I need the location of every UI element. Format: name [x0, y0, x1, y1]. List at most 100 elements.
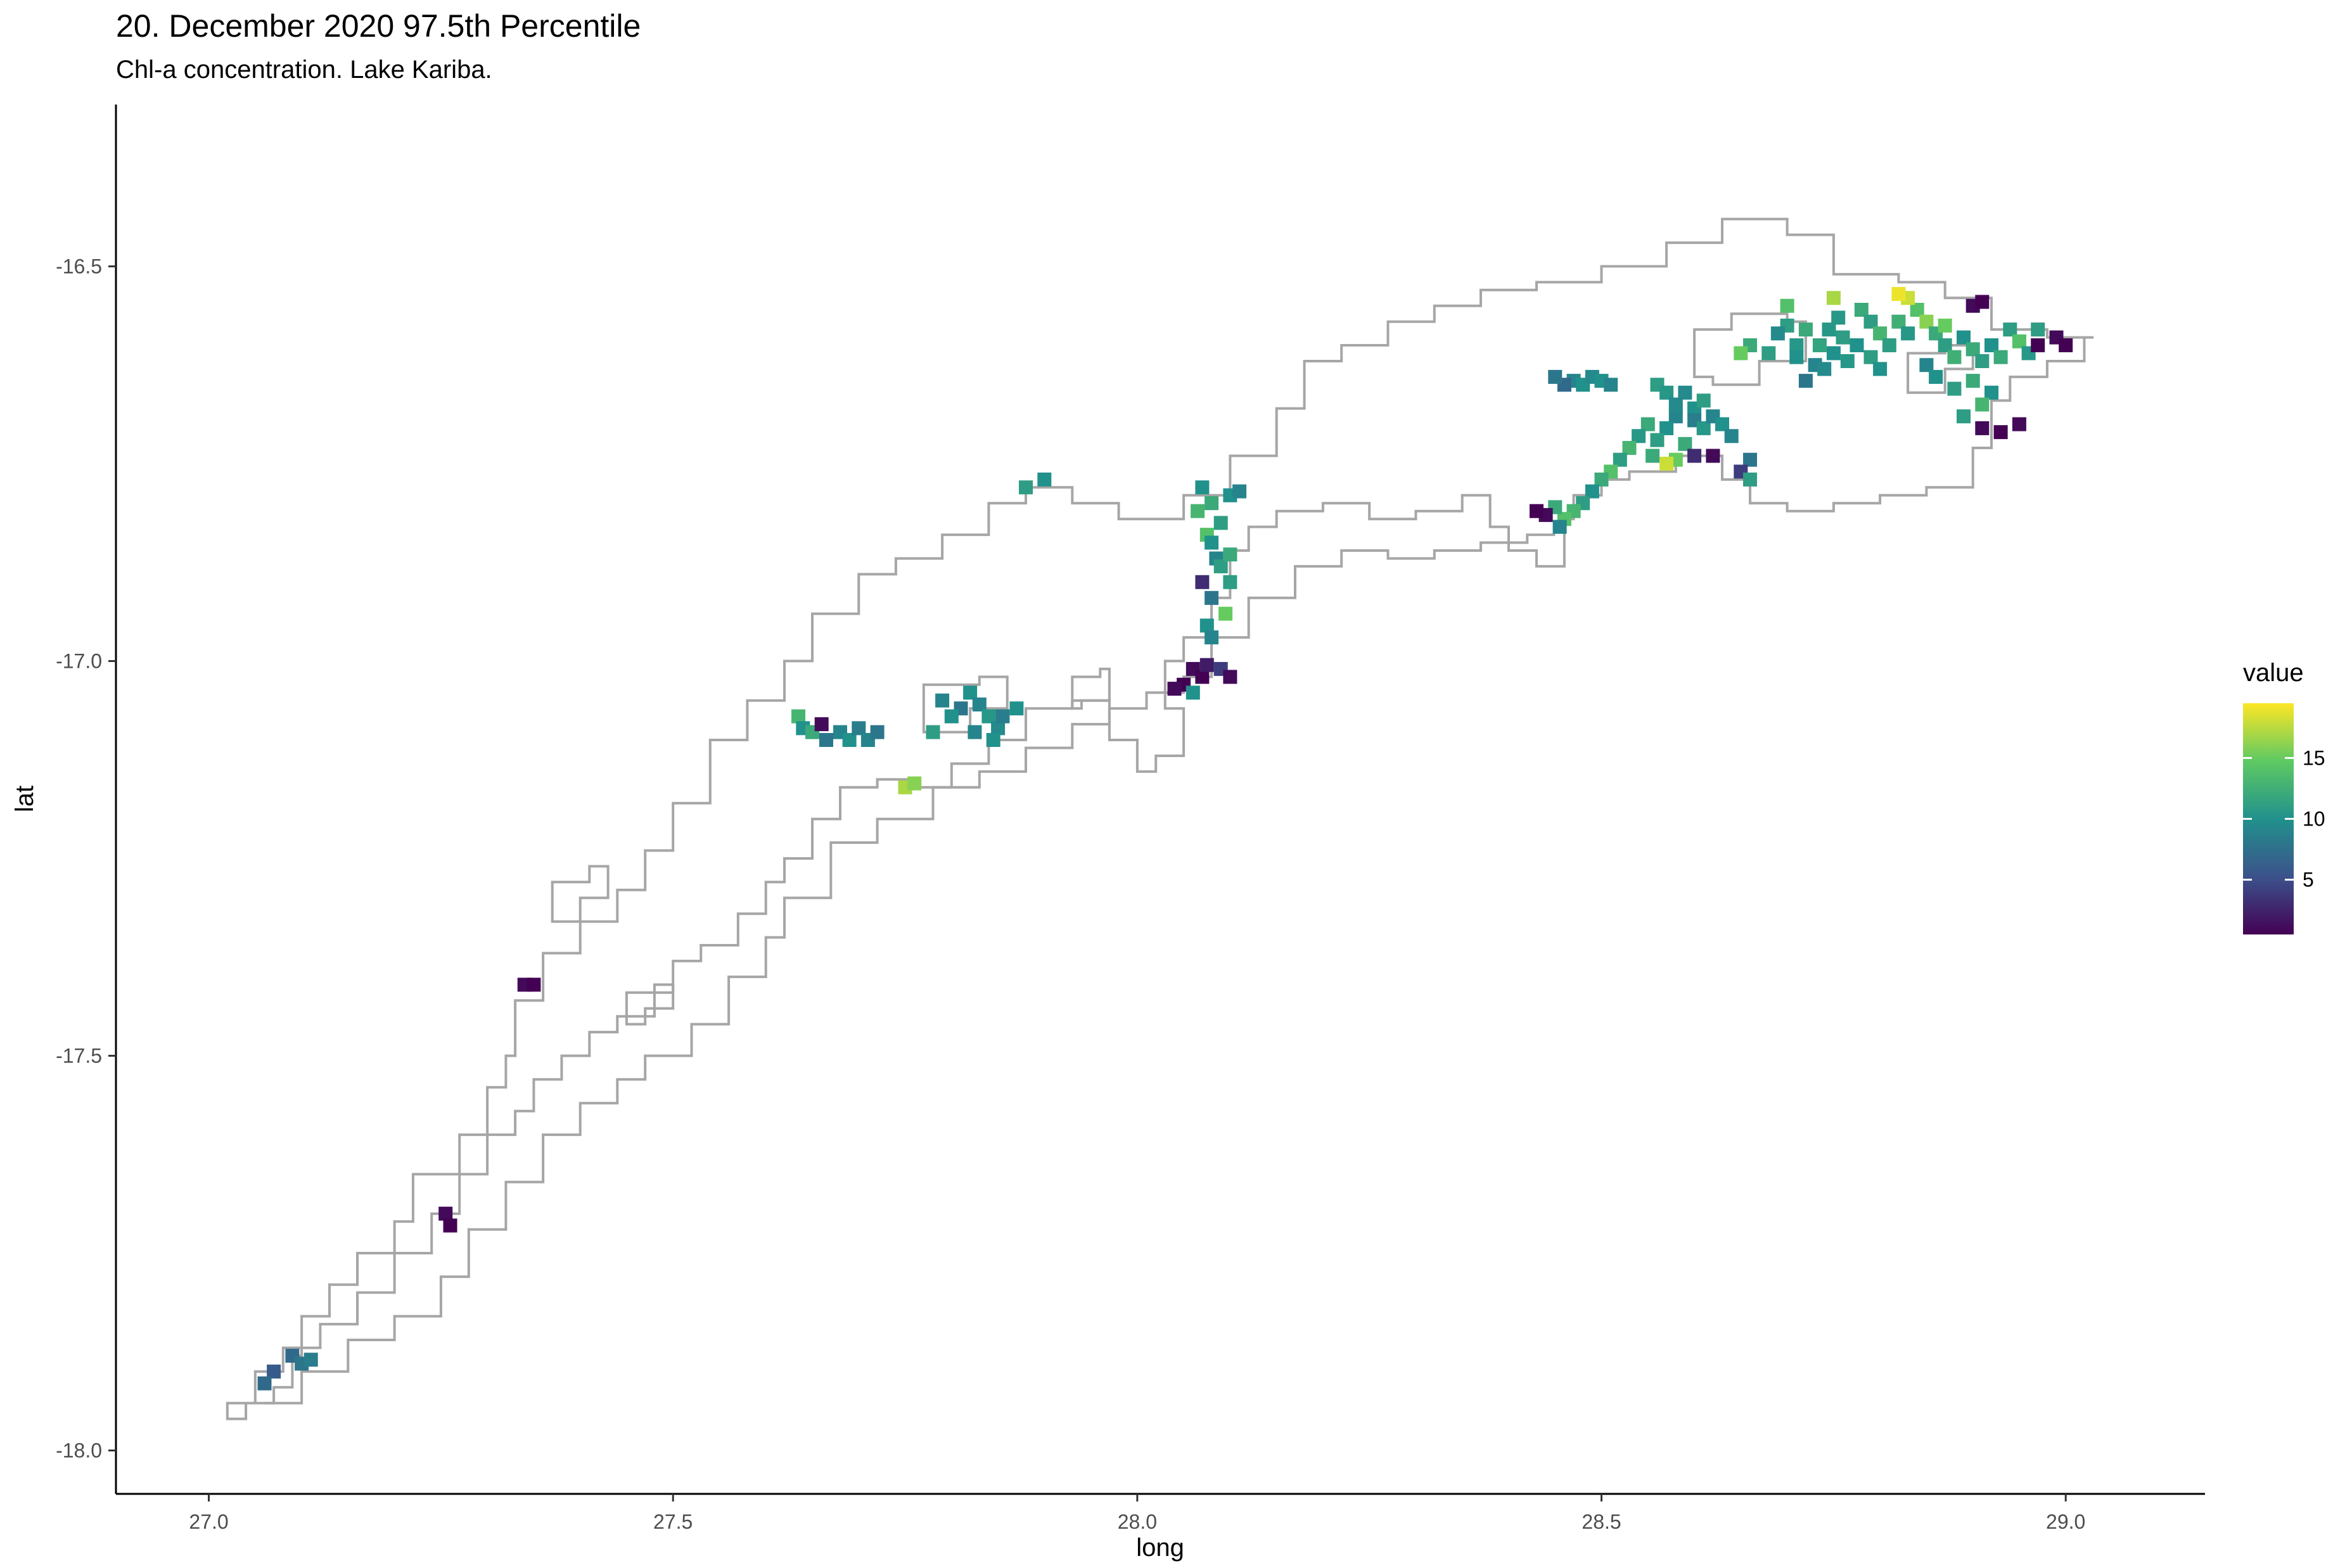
- data-cell: [1957, 330, 1971, 345]
- data-cell: [1724, 429, 1739, 443]
- colorbar-ticks: 5 10 15: [2243, 746, 2325, 891]
- data-cell: [443, 1218, 457, 1233]
- data-cell: [1770, 326, 1785, 341]
- data-cell: [1552, 519, 1567, 534]
- data-cell: [907, 776, 922, 791]
- lake-outline-island: [1071, 667, 1111, 710]
- data-cell: [438, 1206, 453, 1221]
- data-cell: [1910, 303, 1924, 317]
- data-cell: [1659, 456, 1674, 471]
- lake-outline-island: [922, 675, 1009, 734]
- data-cell: [1975, 397, 1990, 412]
- data-cell: [935, 693, 950, 708]
- data-cell: [981, 709, 996, 723]
- data-cell: [1993, 350, 2008, 364]
- data-cell: [2031, 338, 2045, 352]
- axis-ticks: 27.0 27.5 28.0 28.5 29.0 -16.5 -17.0 -17.5 -18.0: [56, 255, 2085, 1533]
- data-cell: [1223, 547, 1237, 562]
- data-cell: [1822, 322, 1836, 337]
- data-cell: [1812, 338, 1827, 352]
- data-cell: [1223, 670, 1237, 684]
- chart-subtitle: Chl-a concentration. Lake Kariba.: [116, 56, 492, 84]
- data-cell: [1223, 575, 1237, 589]
- data-cell: [1826, 346, 1841, 360]
- x-tick-label: 28.5: [1582, 1510, 1621, 1533]
- data-cell: [1213, 559, 1228, 573]
- chart-title: 20. December 2020 97.5th Percentile: [116, 8, 641, 44]
- data-cell: [1696, 421, 1711, 435]
- data-cell: [972, 698, 987, 711]
- data-cell: [1696, 393, 1711, 408]
- data-cell: [1984, 385, 1998, 400]
- data-cell: [1929, 369, 1943, 384]
- data-cell: [1548, 369, 1563, 384]
- data-cell: [1659, 385, 1674, 400]
- data-cell: [1873, 362, 1888, 376]
- data-cell: [1530, 504, 1544, 518]
- data-cell: [1789, 350, 1804, 364]
- data-cell: [842, 733, 857, 747]
- data-cell: [1191, 504, 1205, 518]
- data-cell: [1195, 575, 1210, 589]
- data-cell: [2012, 334, 2026, 348]
- x-tick-label: 28.0: [1118, 1510, 1157, 1533]
- x-tick-label: 27.0: [189, 1510, 228, 1533]
- lake-outline-island: [1693, 312, 1807, 386]
- data-cell: [2031, 322, 2045, 337]
- data-cell: [1205, 535, 1219, 550]
- data-cell: [1678, 437, 1692, 451]
- data-cell: [267, 1364, 281, 1379]
- data-cell: [1019, 480, 1033, 495]
- data-cell: [1938, 338, 1952, 352]
- data-cell: [2012, 417, 2026, 431]
- data-cell: [1186, 685, 1200, 700]
- data-cell: [1919, 314, 1934, 329]
- colorbar-tick-label: 5: [2303, 869, 2314, 891]
- data-cell: [1199, 658, 1214, 672]
- data-cell: [1863, 314, 1878, 329]
- data-cell: [1232, 484, 1247, 499]
- data-cell: [1947, 381, 1962, 396]
- data-cell: [2003, 322, 2017, 337]
- data-cell: [944, 709, 959, 723]
- lake-outline-island: [551, 865, 610, 923]
- data-cell: [1975, 421, 1990, 435]
- data-cell: [1850, 338, 1864, 352]
- data-cell: [1213, 516, 1228, 530]
- colorbar: 5 10 15: [2243, 703, 2325, 934]
- data-cell: [1622, 441, 1637, 455]
- axes: [115, 105, 2205, 1495]
- lake-outline-main: [226, 217, 2094, 1420]
- data-cell: [995, 709, 1010, 723]
- data-cell: [2059, 338, 2073, 352]
- data-cell: [1836, 330, 1850, 345]
- data-cell: [1613, 452, 1627, 467]
- data-cell: [1167, 682, 1182, 696]
- x-tick-label: 27.5: [653, 1510, 693, 1533]
- data-cell: [1585, 484, 1599, 499]
- data-cell: [1761, 346, 1776, 360]
- data-cell: [870, 725, 885, 739]
- data-cell: [963, 685, 978, 700]
- data-cell: [1919, 358, 1934, 373]
- data-cell: [1743, 452, 1757, 467]
- data-cell: [1798, 322, 1813, 337]
- data-cell: [1659, 421, 1674, 435]
- data-cell: [1678, 385, 1692, 400]
- data-cell: [1205, 496, 1219, 511]
- data-cell: [1840, 354, 1855, 368]
- data-cell: [1975, 295, 1990, 309]
- data-cell: [1789, 338, 1804, 352]
- colorbar-tick-label: 15: [2303, 746, 2325, 769]
- data-cell: [852, 721, 866, 736]
- y-axis-label: lat: [11, 786, 39, 812]
- chl-a-cells: [257, 287, 2073, 1391]
- data-cell: [1640, 417, 1655, 431]
- data-cell: [1882, 338, 1896, 352]
- data-cell: [1706, 449, 1720, 463]
- data-cell: [1037, 472, 1052, 487]
- data-cell: [1901, 326, 1915, 341]
- data-cell: [1632, 429, 1646, 443]
- data-cell: [1993, 425, 2008, 440]
